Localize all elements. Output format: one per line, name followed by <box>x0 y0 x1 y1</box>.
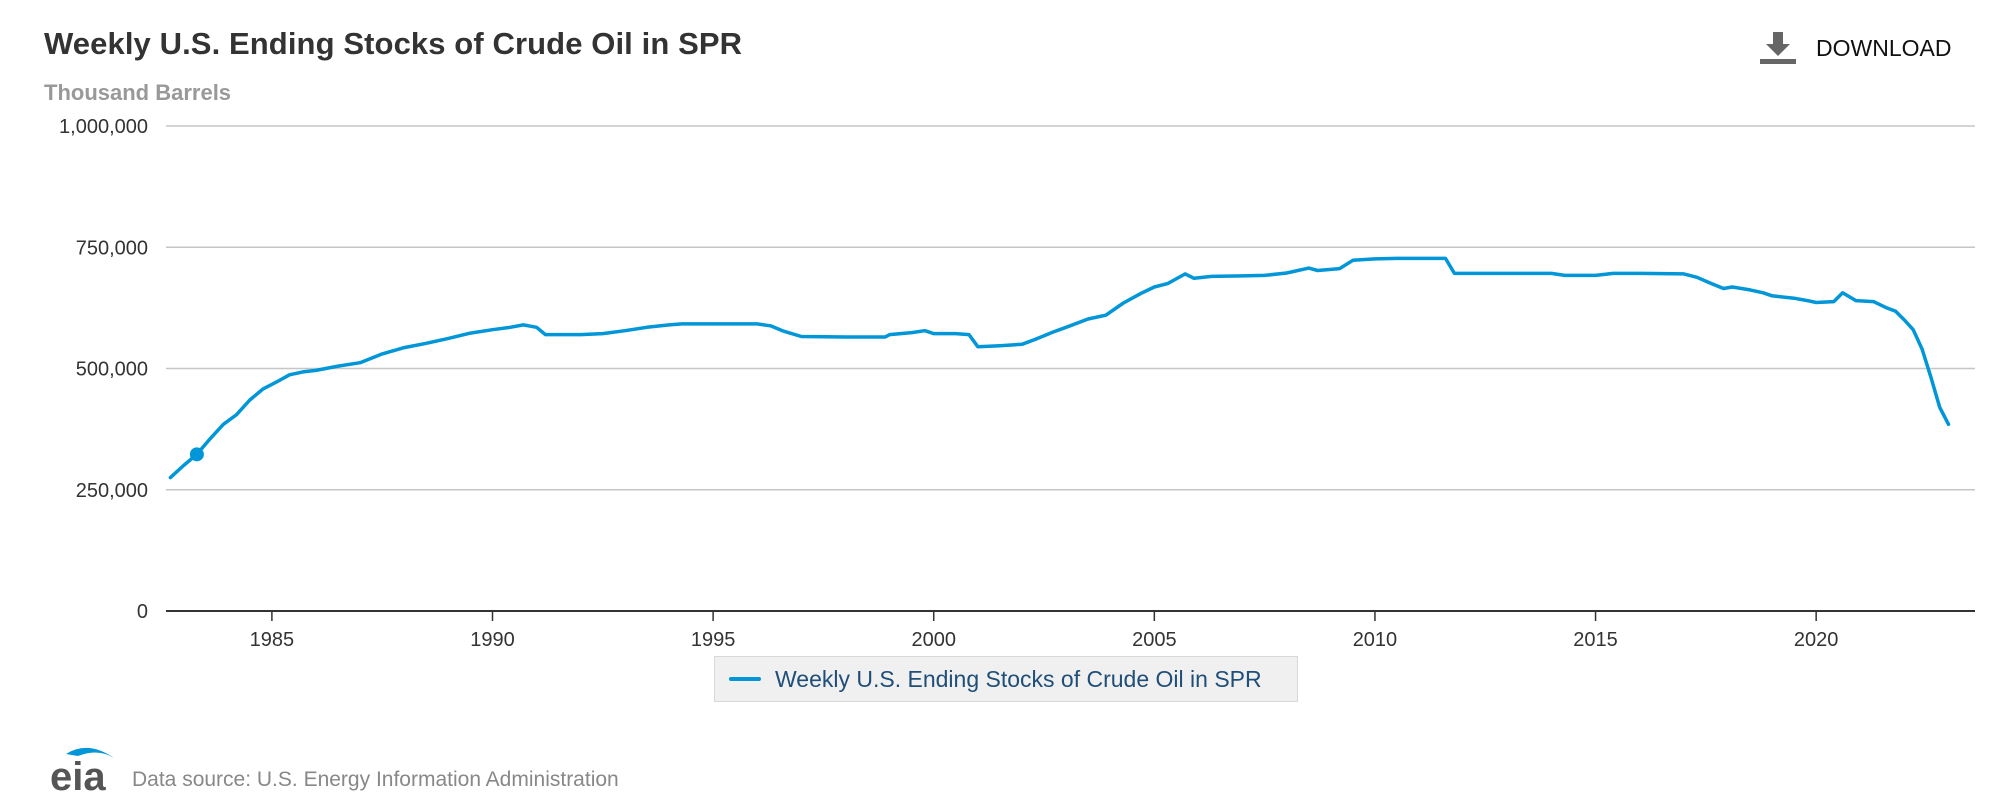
logo-text: eia <box>50 755 106 794</box>
eia-logo: eia <box>50 747 114 794</box>
x-tick-label: 2000 <box>911 629 956 651</box>
y-tick-label: 250,000 <box>76 480 148 502</box>
series-layer[interactable] <box>168 256 1951 480</box>
x-tick-label: 1995 <box>691 629 736 651</box>
y-tick-label: 500,000 <box>76 359 148 381</box>
y-axis: 0 250,000 500,000 750,000 1,000,000 <box>59 116 148 623</box>
data-source: Data source: U.S. Energy Information Adm… <box>132 768 619 791</box>
chart-title: Weekly U.S. Ending Stocks of Crude Oil i… <box>44 26 743 61</box>
x-tick-label: 1985 <box>250 629 295 651</box>
x-tick-label: 2005 <box>1132 629 1177 651</box>
download-icon <box>1760 32 1796 64</box>
grid-lines <box>166 125 1975 491</box>
footer: eia Data source: U.S. Energy Information… <box>48 744 619 794</box>
series-line[interactable] <box>168 256 1951 480</box>
download-label: DOWNLOAD <box>1816 34 1952 61</box>
x-tick-label: 2010 <box>1353 629 1398 651</box>
highlight-point[interactable] <box>189 447 204 462</box>
chart-subtitle: Thousand Barrels <box>44 80 232 105</box>
y-tick-label: 1,000,000 <box>59 116 148 138</box>
legend[interactable]: Weekly U.S. Ending Stocks of Crude Oil i… <box>714 656 1298 702</box>
download-button[interactable]: DOWNLOAD <box>1760 32 1951 64</box>
x-tick-label: 2015 <box>1573 629 1618 651</box>
legend-swatch <box>729 677 761 681</box>
y-tick-label: 750,000 <box>76 237 148 259</box>
y-tick-label: 0 <box>137 601 148 623</box>
x-tick-label: 2020 <box>1794 629 1839 651</box>
legend-label: Weekly U.S. Ending Stocks of Crude Oil i… <box>775 665 1262 692</box>
x-axis: 1985 1990 1995 2000 2005 2010 2015 2020 <box>166 610 1975 651</box>
x-tick-label: 1990 <box>470 629 515 651</box>
